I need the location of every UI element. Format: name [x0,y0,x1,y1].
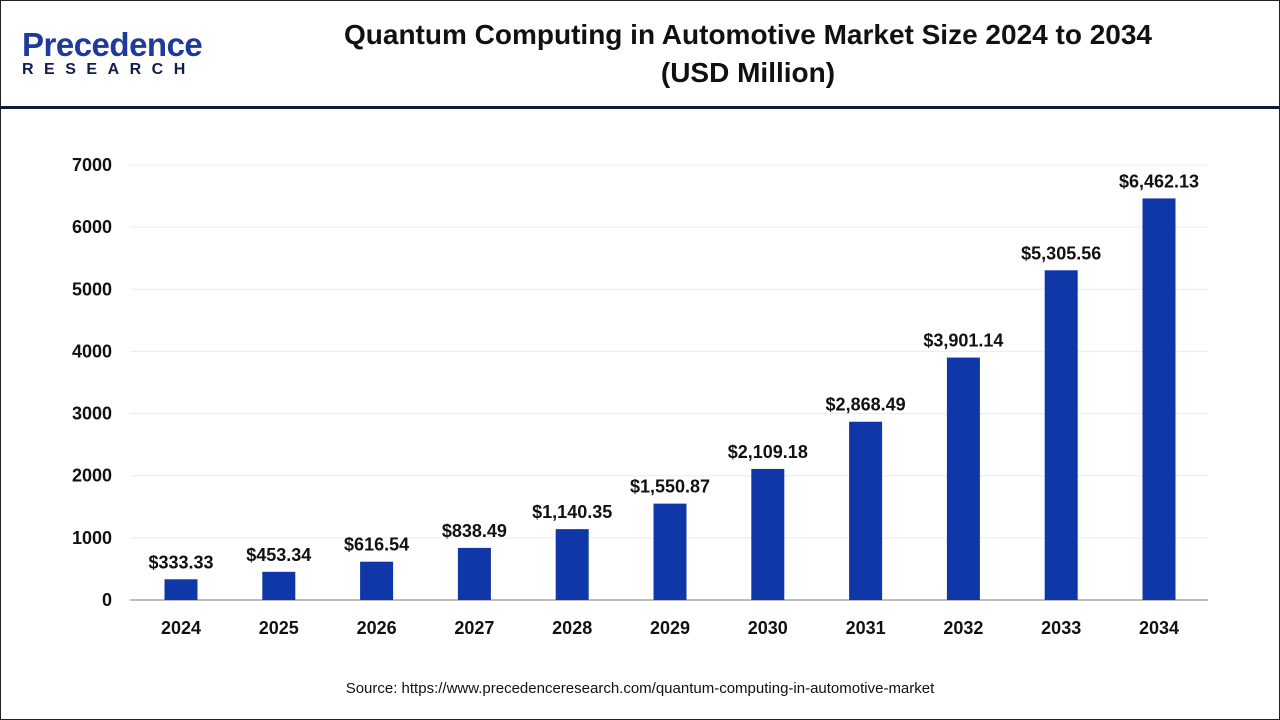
bar-2032 [946,357,980,600]
x-tick-label: 2025 [259,618,299,638]
y-tick-label: 2000 [72,466,112,486]
data-label: $6,462.13 [1119,171,1199,191]
data-label: $616.54 [344,535,409,555]
chart-title: Quantum Computing in Automotive Market S… [260,16,1236,92]
chart-subtitle: (USD Million) [660,57,836,88]
bar-2028 [555,529,589,600]
bar-2024 [164,579,198,600]
x-tick-label: 2032 [943,618,983,638]
bar-2026 [360,561,394,600]
bar-2033 [1044,270,1078,600]
bar-2034 [1142,198,1176,600]
logo-wordmark: Precedence [22,26,203,63]
logo-subtitle: RESEARCH [22,61,196,78]
data-label: $5,305.56 [1021,243,1101,263]
x-tick-label: 2027 [454,618,494,638]
y-tick-label: 1000 [72,528,112,548]
x-tick-label: 2024 [161,618,201,638]
x-tick-label: 2031 [846,618,886,638]
y-tick-label: 6000 [72,217,112,237]
y-tick-label: 0 [102,590,112,610]
data-label: $2,109.18 [728,442,808,462]
bar-2030 [751,468,785,600]
data-label: $2,868.49 [826,395,906,415]
data-label: $453.34 [246,545,311,565]
bar-2025 [262,571,296,600]
y-tick-label: 3000 [72,404,112,424]
bar-2027 [457,547,491,600]
source-note: Source: https://www.precedenceresearch.c… [345,680,935,697]
logo: Precedence RESEARCH [22,26,203,78]
x-tick-label: 2028 [552,618,592,638]
y-tick-label: 4000 [72,341,112,361]
data-label: $838.49 [442,521,507,541]
chart-title-line1: Quantum Computing in Automotive Market S… [344,19,1152,50]
data-label: $3,901.14 [923,331,1003,351]
data-label: $1,550.87 [630,477,710,497]
y-tick-label: 5000 [72,279,112,299]
x-tick-label: 2026 [357,618,397,638]
y-tick-label: 7000 [72,155,112,175]
x-tick-label: 2033 [1041,618,1081,638]
x-tick-label: 2030 [748,618,788,638]
data-label: $1,140.35 [532,502,612,522]
x-tick-label: 2034 [1139,618,1179,638]
header-divider [0,106,1280,109]
bar-2029 [653,503,687,600]
x-tick-label: 2029 [650,618,690,638]
data-label: $333.33 [148,552,213,572]
bar-2031 [849,421,883,600]
